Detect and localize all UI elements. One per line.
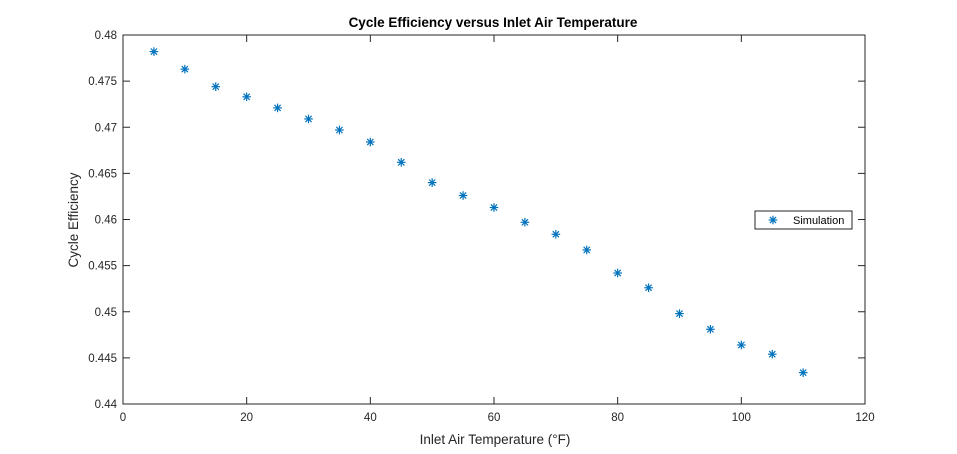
x-axis-label: Inlet Air Temperature (°F) (420, 432, 571, 447)
legend-marker-icon (768, 215, 778, 225)
x-tick-label: 120 (855, 412, 874, 424)
y-tick-label: 0.45 (95, 307, 117, 319)
data-point (427, 178, 437, 187)
legend: Simulation (754, 210, 853, 230)
data-point (767, 349, 777, 359)
y-tick-label: 0.46 (95, 215, 117, 227)
data-point (149, 47, 159, 56)
y-tick-label: 0.455 (88, 261, 117, 273)
x-tick-label: 40 (364, 412, 377, 424)
x-tick-label: 80 (611, 412, 624, 424)
y-tick-label: 0.44 (95, 399, 118, 411)
data-point (644, 283, 653, 293)
data-point (304, 114, 313, 124)
data-point (180, 64, 190, 74)
data-point (242, 92, 251, 102)
data-point (675, 309, 684, 318)
data-points (149, 47, 808, 377)
data-point (520, 217, 530, 227)
y-tick-label: 0.475 (88, 76, 117, 88)
axis-ticks: 0 20 40 60 80 100 120 0.44 0.445 0.45 0.455 0.46 0.4… (88, 30, 874, 424)
data-point (273, 103, 282, 113)
data-point (335, 125, 344, 135)
data-point (798, 368, 808, 377)
data-point (489, 203, 499, 212)
data-point (396, 158, 406, 167)
data-point (211, 82, 221, 91)
y-tick-label: 0.47 (95, 122, 117, 134)
legend-label-simulation: Simulation (793, 215, 844, 227)
data-point (582, 245, 592, 255)
y-tick-label: 0.445 (88, 353, 117, 365)
data-point (458, 191, 468, 200)
data-point (737, 340, 746, 350)
y-tick-label: 0.465 (88, 168, 117, 180)
x-tick-label: 100 (732, 412, 751, 424)
data-point (551, 229, 561, 239)
y-axis-label: Cycle Efficiency (66, 172, 81, 267)
legend-marker (768, 215, 778, 225)
x-tick-label: 0 (120, 412, 126, 424)
data-point (613, 268, 622, 278)
x-tick-label: 20 (240, 412, 253, 424)
y-tick-label: 0.48 (95, 30, 117, 42)
x-tick-label: 60 (488, 412, 501, 424)
data-point (706, 324, 715, 334)
data-point (366, 137, 375, 147)
chart-title: Cycle Efficiency versus Inlet Air Temper… (349, 15, 638, 30)
legend-box (754, 210, 853, 230)
